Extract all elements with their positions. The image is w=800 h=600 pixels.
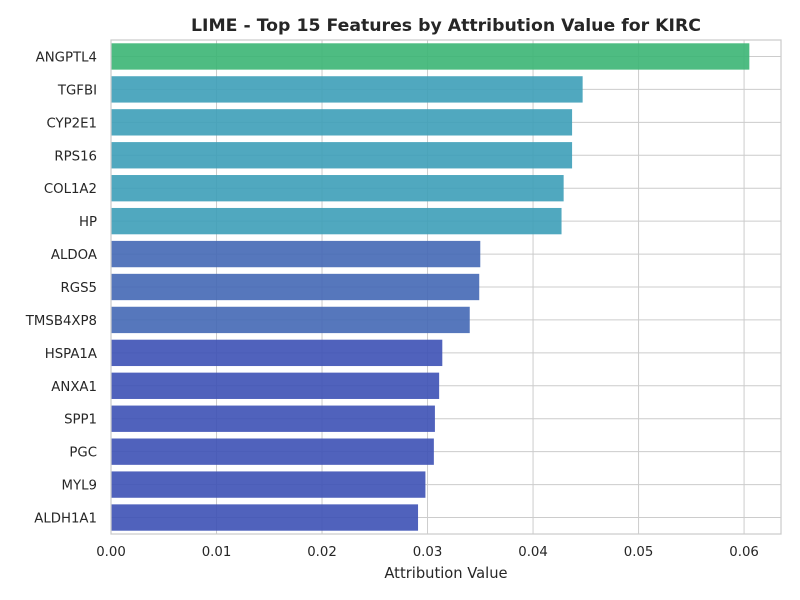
x-tick-label: 0.03: [413, 545, 443, 560]
bar-cyp2e1: [111, 109, 573, 136]
y-tick-label: RPS16: [54, 149, 97, 164]
y-tick-label: RGS5: [61, 281, 97, 296]
bars: [111, 43, 750, 531]
y-tick-label: SPP1: [64, 413, 97, 428]
bar-anxa1: [111, 372, 440, 399]
bar-rgs5: [111, 273, 480, 301]
y-tick-label: PGC: [69, 446, 97, 461]
bar-myl9: [111, 471, 426, 498]
y-tick-label: HP: [79, 215, 97, 230]
y-tick-label: ANXA1: [51, 380, 97, 395]
x-tick-label: 0.01: [202, 545, 232, 560]
bar-tmsb4xp8: [111, 306, 470, 334]
tick-labels: 0.00 0.01 0.02 0.03 0.04 0.05 0.06 ANGPTL4 TGFBI…: [25, 50, 759, 560]
y-tick-label: ALDOA: [51, 248, 97, 263]
bar-hspa1a: [111, 339, 443, 367]
y-tick-label: HSPA1A: [45, 347, 97, 362]
y-tick-label: ALDH1A1: [34, 512, 97, 527]
x-tick-label: 0.02: [307, 545, 337, 560]
bar-aldh1a1: [111, 504, 419, 531]
x-tick-label: 0.00: [96, 545, 126, 560]
y-tick-label: TGFBI: [57, 83, 97, 98]
x-tick-label: 0.06: [729, 545, 759, 560]
bar-aldoa: [111, 240, 481, 268]
y-tick-label: TMSB4XP8: [25, 314, 97, 329]
bar-rps16: [111, 142, 573, 169]
bar-pgc: [111, 438, 434, 465]
bar-spp1: [111, 405, 435, 432]
x-tick-label: 0.04: [518, 545, 548, 560]
bar-angptl4: [111, 43, 750, 70]
plot-frame: [110, 39, 782, 535]
y-tick-label: CYP2E1: [46, 116, 97, 131]
chart-title: LIME - Top 15 Features by Attribution Va…: [191, 16, 701, 36]
y-tick-label: COL1A2: [44, 182, 97, 197]
y-tick-label: ANGPTL4: [36, 50, 97, 65]
x-axis-label: Attribution Value: [384, 565, 507, 582]
x-tick-label: 0.05: [624, 545, 654, 560]
bar-hp: [111, 207, 562, 235]
bar-tgfbi: [111, 76, 583, 103]
bar-col1a2: [111, 175, 564, 202]
y-tick-label: MYL9: [62, 479, 97, 494]
